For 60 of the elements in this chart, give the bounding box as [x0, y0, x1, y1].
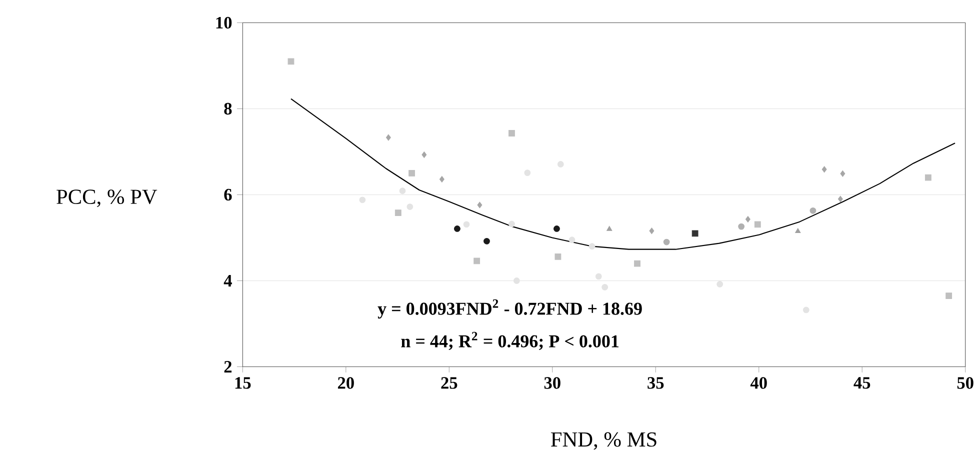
point — [508, 130, 515, 136]
x-axis-title: FND, % MS — [550, 432, 656, 450]
point — [838, 196, 843, 202]
y-tick-label: 4 — [224, 275, 232, 286]
point — [394, 210, 402, 216]
point — [408, 170, 415, 176]
x-tick-label: 45 — [854, 377, 870, 389]
y-axis-title: PCC, % PV — [56, 190, 158, 208]
point — [822, 166, 827, 173]
annotation: n = 44; R$^{2}$ = 0.496; P < 0.001 — [401, 332, 618, 350]
point — [606, 226, 612, 231]
point — [602, 284, 608, 290]
x-tick-label: 35 — [648, 377, 664, 389]
point — [595, 273, 602, 280]
point — [588, 243, 596, 250]
point — [474, 258, 480, 264]
point — [554, 226, 560, 232]
point — [406, 204, 414, 210]
point — [508, 220, 515, 228]
point — [288, 58, 294, 65]
point — [454, 226, 460, 232]
point — [439, 176, 444, 182]
y-tick-label: 2 — [224, 360, 232, 372]
point — [840, 170, 846, 177]
point — [663, 238, 670, 246]
point — [810, 207, 816, 214]
point — [692, 230, 698, 237]
x-tick-label: 30 — [544, 377, 560, 389]
y-tick-label: 6 — [224, 188, 232, 201]
point — [738, 223, 745, 230]
point — [422, 152, 427, 158]
x-tick-label: 25 — [441, 377, 458, 389]
point — [634, 260, 640, 267]
y-tick-label: 8 — [224, 102, 232, 115]
point — [568, 236, 576, 244]
point — [524, 170, 531, 176]
point — [386, 134, 391, 141]
x-tick-label: 15 — [235, 377, 251, 389]
point — [554, 253, 562, 260]
point — [802, 306, 810, 314]
point — [359, 196, 366, 204]
point — [795, 228, 801, 234]
point — [649, 228, 654, 234]
point — [716, 280, 724, 288]
point — [946, 292, 952, 299]
point — [399, 188, 406, 194]
x-tick-label: 40 — [750, 377, 767, 389]
point — [484, 238, 490, 244]
point — [924, 174, 932, 181]
point — [754, 221, 761, 228]
point — [477, 202, 482, 208]
point — [463, 221, 470, 228]
y-tick-label: 10 — [216, 16, 232, 29]
point — [557, 161, 564, 168]
line-series — [290, 98, 956, 250]
point — [513, 278, 520, 284]
annotation: y = 0.0093FND$^{2}$ - 0.72FND + 18.69 — [378, 299, 642, 319]
x-tick-label: 20 — [338, 377, 354, 389]
x-tick-label: 50 — [957, 377, 974, 389]
point — [745, 216, 750, 222]
